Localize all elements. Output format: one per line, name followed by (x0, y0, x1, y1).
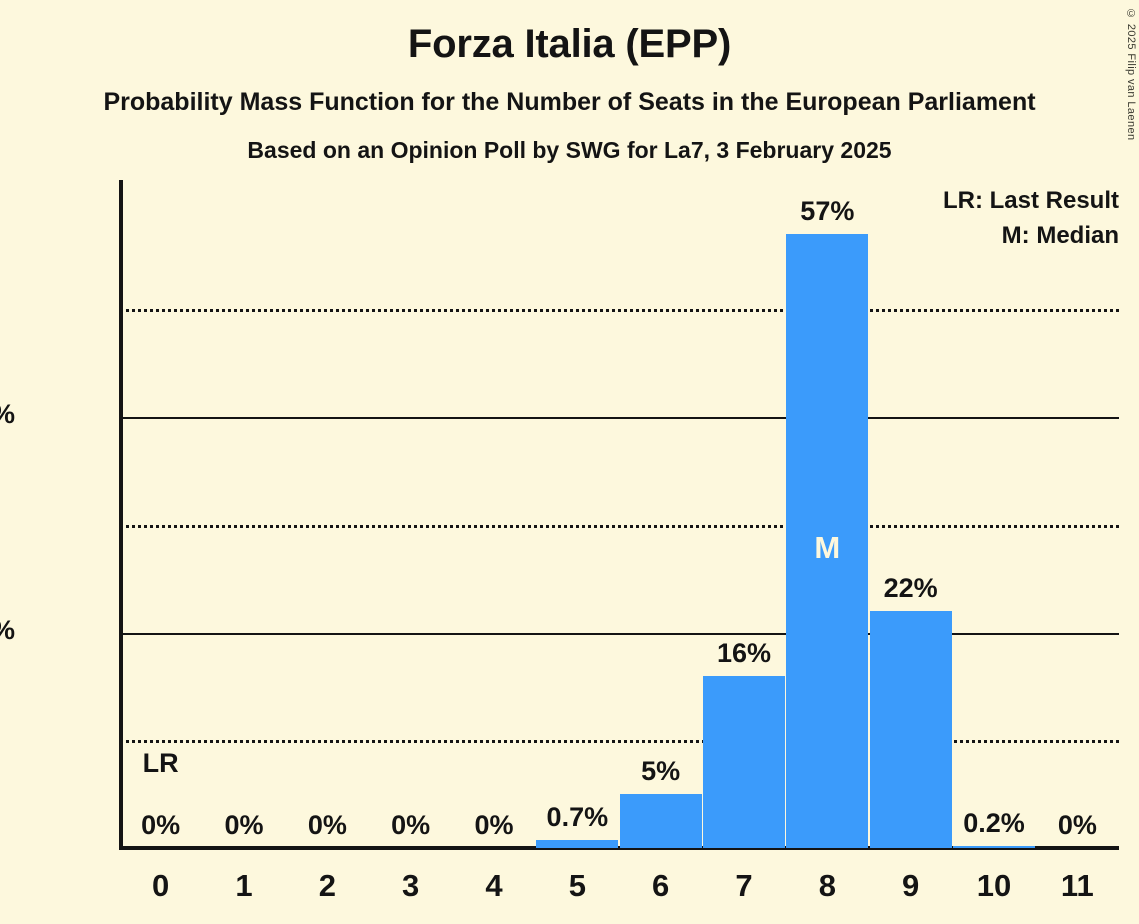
gridline-dotted-50 (119, 309, 1119, 313)
chart-legend: LR: Last Result M: Median (943, 184, 1119, 254)
x-axis-tick-label-1: 1 (235, 868, 253, 903)
bar-value-label-6: 5% (641, 756, 681, 787)
x-axis-tick-label-4: 4 (485, 868, 503, 903)
x-axis-tick-label-0: 0 (152, 868, 170, 903)
bar-value-label-5: 0.7% (546, 802, 609, 833)
bar-seat-8[interactable] (786, 233, 869, 848)
y-axis-tick-label: 20% (0, 615, 15, 646)
legend-item-last-result: LR: Last Result (942, 187, 1119, 214)
bar-value-label-1: 0% (224, 810, 264, 840)
plot-area (119, 180, 1119, 850)
bar-seat-6[interactable] (619, 794, 702, 848)
bar-value-label-8: 57% (800, 195, 855, 226)
gridline-solid-20 (119, 632, 1119, 635)
x-axis-tick-label-9: 9 (902, 868, 920, 903)
copyright-notice: © 2025 Filip van Laenen (1125, 8, 1137, 141)
bar-seat-7[interactable] (703, 675, 785, 848)
gridline-dotted-30 (119, 524, 1119, 528)
median-marker: M (814, 530, 841, 565)
x-axis-tick-label-10: 10 (976, 868, 1012, 903)
bar-seat-5[interactable] (536, 840, 619, 848)
x-axis-line (119, 846, 1119, 850)
bar-value-label-9: 22% (883, 572, 938, 603)
legend-item-median: M: Median (1001, 221, 1119, 249)
last-result-marker: LR (142, 748, 179, 778)
bar-value-label-10: 0.2% (963, 807, 1025, 838)
y-axis-line (119, 180, 123, 850)
x-axis-tick-label-5: 5 (568, 868, 586, 903)
bar-seat-10[interactable] (953, 845, 1035, 848)
bar-value-label-2: 0% (307, 810, 347, 840)
bar-seat-9[interactable] (869, 610, 952, 848)
page-title: Forza Italia (EPP) (407, 22, 732, 66)
y-axis-tick-label: 40% (0, 399, 15, 430)
bar-value-label-7: 16% (716, 637, 771, 668)
chart-subtitle: Probability Mass Function for the Number… (103, 88, 1036, 116)
bar-value-label-0: 0% (141, 810, 181, 840)
x-axis-tick-label-2: 2 (318, 868, 336, 903)
bar-value-label-11: 0% (1057, 810, 1097, 840)
x-axis-tick-label-8: 8 (818, 868, 836, 903)
chart-source-note: Based on an Opinion Poll by SWG for La7,… (247, 137, 892, 163)
bar-value-label-4: 0% (474, 810, 514, 840)
gridline-dotted-10 (119, 740, 1119, 744)
x-axis-tick-label-7: 7 (735, 868, 753, 903)
x-axis-tick-label-11: 11 (1060, 868, 1094, 903)
gridline-solid-40 (119, 417, 1119, 420)
x-axis-tick-label-6: 6 (652, 868, 670, 903)
x-axis-tick-label-3: 3 (402, 868, 420, 903)
bar-value-label-3: 0% (391, 810, 431, 840)
